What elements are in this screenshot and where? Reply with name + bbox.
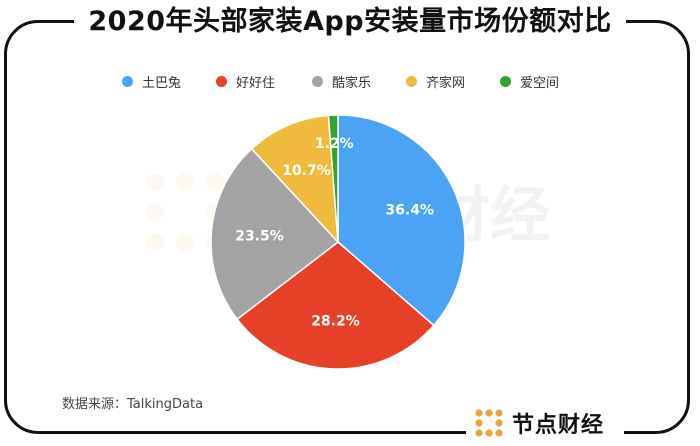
legend: 土巴兔 好好住 酷家乐 齐家网 爱空间 <box>0 70 700 92</box>
pie-slice <box>327 114 339 243</box>
pie-data-label: 10.7% <box>282 163 331 179</box>
legend-item: 齐家网 <box>406 70 465 92</box>
legend-swatch <box>216 75 227 87</box>
pie-data-label: 28.2% <box>311 314 360 330</box>
legend-label: 爱空间 <box>520 75 560 91</box>
source-note: 数据来源：TalkingData <box>62 397 204 412</box>
legend-item: 土巴兔 <box>122 70 181 92</box>
legend-item: 好好住 <box>216 70 275 92</box>
pie-data-label: 1.2% <box>315 136 354 152</box>
legend-label: 好好住 <box>236 75 276 91</box>
pie-slice <box>337 114 466 327</box>
pie-slice <box>236 241 435 370</box>
dots-grid-logo-icon <box>475 409 503 437</box>
legend-item: 酷家乐 <box>312 70 371 92</box>
brand-name: 节点财经 <box>512 413 605 438</box>
pie-data-labels: 36.4% 28.2% 23.5% 10.7% 1.2% <box>235 136 434 330</box>
pie-data-label: 23.5% <box>235 228 284 244</box>
legend-swatch <box>122 75 133 87</box>
chart-title: 2020年头部家装App安装量市场份额对比 <box>74 2 626 42</box>
legend-item: 爱空间 <box>500 70 559 92</box>
legend-swatch <box>406 75 417 87</box>
pie-slice <box>210 147 340 321</box>
pie-data-label: 36.4% <box>385 202 434 218</box>
title-wrap: 2020年头部家装App安装量市场份额对比 <box>0 2 700 42</box>
legend-label: 酷家乐 <box>332 75 372 91</box>
legend-swatch <box>312 75 323 87</box>
pie-slice <box>250 114 339 245</box>
pie-slices <box>210 114 466 370</box>
legend-label: 土巴兔 <box>142 75 182 91</box>
brand-logo: 节点财经 <box>466 404 624 442</box>
legend-swatch <box>500 75 511 87</box>
legend-label: 齐家网 <box>426 75 466 91</box>
